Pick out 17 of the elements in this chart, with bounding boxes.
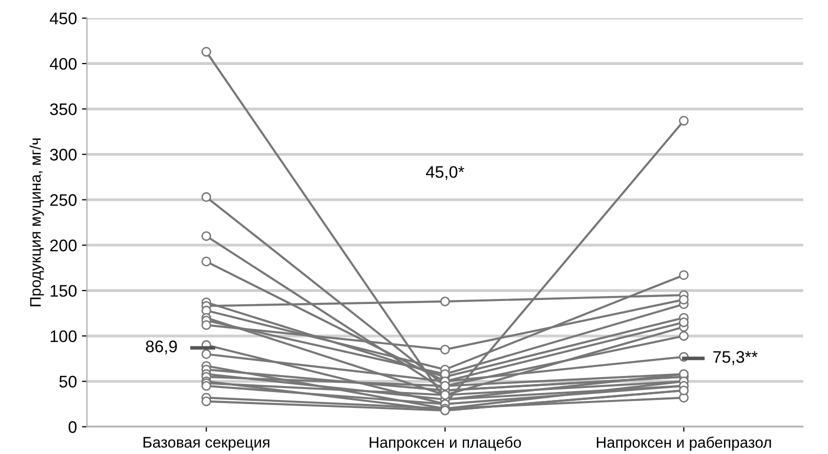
y-tick-label: 350 bbox=[50, 103, 77, 116]
y-tick-label: 450 bbox=[50, 12, 77, 24]
y-axis-title: Продукция муцина, мг/ч bbox=[30, 138, 44, 306]
x-tick-label: Напроксен и плацебо bbox=[370, 436, 521, 451]
y-tick-label: 200 bbox=[50, 240, 77, 252]
y-tick-label: 100 bbox=[50, 330, 77, 342]
y-tick-label: 400 bbox=[50, 58, 77, 70]
annotation: 86,9 bbox=[146, 340, 177, 354]
annotation: 45,0* bbox=[426, 166, 464, 180]
y-tick-label: 300 bbox=[50, 148, 77, 161]
x-tick-label: Напроксен и рабепразол bbox=[596, 436, 771, 451]
y-tick-label: 50 bbox=[59, 376, 77, 388]
y-tick-label: 0 bbox=[68, 421, 77, 433]
y-tick-label: 250 bbox=[50, 194, 77, 206]
x-tick-label: Базовая секреция bbox=[144, 437, 270, 451]
y-tick-label: 150 bbox=[50, 284, 77, 297]
annotation: 75,3** bbox=[713, 351, 758, 365]
